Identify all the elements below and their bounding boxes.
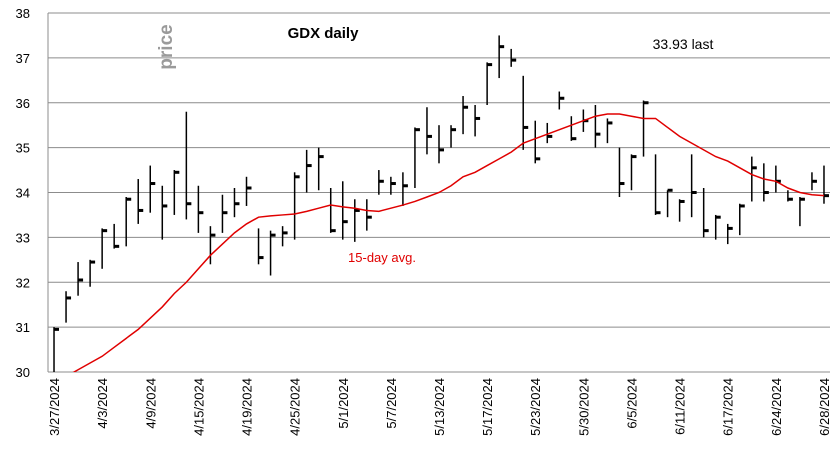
x-tick-label: 6/5/2024 [624, 378, 639, 429]
x-tick-label: 6/17/2024 [721, 378, 736, 436]
x-tick-label: 6/24/2024 [769, 378, 784, 436]
y-tick-label: 31 [16, 320, 30, 335]
x-tick-label: 5/13/2024 [432, 378, 447, 436]
y-axis-label: price [156, 24, 177, 69]
x-tick-label: 5/30/2024 [576, 378, 591, 436]
x-tick-label: 4/15/2024 [191, 378, 206, 436]
x-tick-label: 5/17/2024 [480, 378, 495, 436]
plot-area [53, 35, 829, 372]
average-line [72, 113, 825, 372]
x-tick-label: 5/1/2024 [336, 378, 351, 429]
annotation: 33.93 last [653, 36, 714, 52]
y-tick-label: 32 [16, 275, 30, 290]
x-tick-label: 4/25/2024 [288, 378, 303, 436]
x-tick-label: 5/23/2024 [528, 378, 543, 436]
y-tick-label: 36 [16, 96, 30, 111]
x-tick-label: 4/9/2024 [143, 378, 158, 429]
y-tick-label: 30 [16, 365, 30, 380]
y-tick-label: 38 [16, 6, 30, 21]
x-tick-label: 4/19/2024 [240, 378, 255, 436]
y-tick-label: 34 [16, 186, 30, 201]
x-tick-label: 3/27/2024 [47, 378, 62, 436]
x-tick-label: 4/3/2024 [95, 378, 110, 429]
line-label: 15-day avg. [348, 250, 416, 265]
y-tick-label: 35 [16, 141, 30, 156]
y-tick-label: 37 [16, 51, 30, 66]
x-tick-label: 6/28/2024 [817, 378, 830, 436]
x-tick-label: 6/11/2024 [673, 378, 688, 435]
y-tick-label: 33 [16, 230, 30, 245]
chart-title: GDX daily [288, 25, 360, 42]
x-tick-label: 5/7/2024 [384, 378, 399, 429]
